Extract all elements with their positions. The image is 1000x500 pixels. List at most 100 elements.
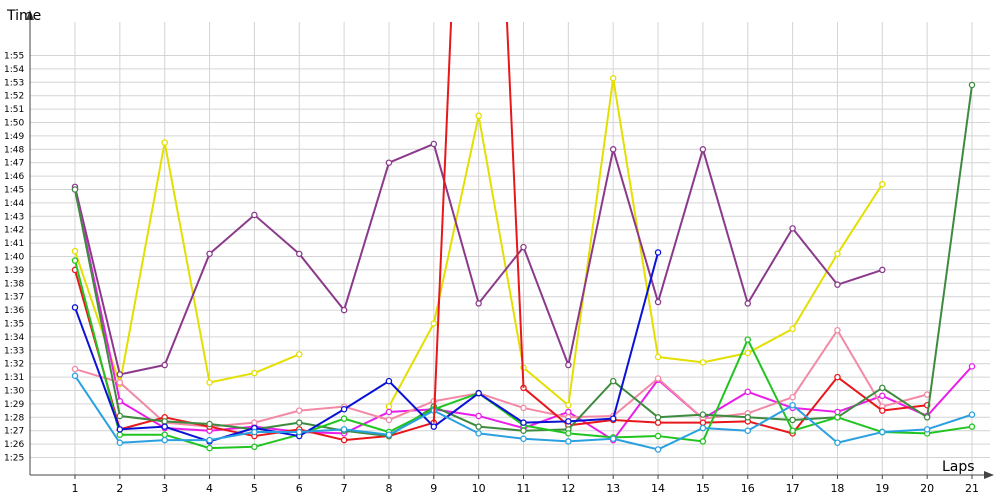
x-tick-label: 13 [606,482,620,495]
red-spike-line [432,22,525,423]
data-point [340,426,348,433]
data-point [923,426,931,433]
data-point [699,419,707,426]
y-tick-label: 1:34 [4,333,24,343]
series-line [388,77,884,408]
y-tick-label: 1:46 [4,172,24,182]
series-line [74,252,660,443]
x-tick-label: 3 [161,482,168,495]
data-point [879,407,886,414]
data-point [520,404,527,412]
data-point [834,250,841,258]
y-tick-label: 1:26 [4,440,24,450]
data-point [609,146,617,153]
data-point [789,416,796,424]
data-point [430,140,438,148]
y-tick-label: 1:49 [4,132,24,142]
y-tick-label: 1:47 [4,159,24,169]
y-tick-label: 1:45 [4,186,24,196]
data-point [699,424,707,432]
data-point [161,431,168,438]
data-point [385,377,393,385]
data-point [609,435,617,442]
data-point [744,414,752,421]
data-point [565,408,572,416]
data-point [251,369,258,377]
data-point [206,444,213,452]
data-point [71,247,79,255]
x-tick-label: 18 [830,482,844,495]
x-tick-label: 6 [296,482,303,495]
data-point [609,75,617,82]
data-point [968,423,976,430]
y-tick-label: 1:31 [4,373,24,383]
x-tick-label: 5 [251,482,258,495]
data-point [116,379,124,386]
data-point [654,432,662,440]
x-tick-label: 4 [206,482,213,495]
data-point [340,436,348,444]
data-point [834,439,841,447]
data-point [609,377,617,385]
data-point [789,401,796,409]
data-point [251,419,258,426]
y-tick-label: 1:28 [4,413,24,423]
data-point [879,384,886,392]
x-tick-label: 14 [651,482,665,495]
data-point [565,418,572,425]
data-point [834,408,841,416]
y-axis-ticks: 1:25 1:26 1:27 1:28 1:29 1:30 1:31 1:32 1:33 1:34… [4,52,24,464]
data-point [654,249,662,256]
y-tick-label: 1:44 [4,199,24,209]
data-point [161,418,168,425]
y-axis-arrow [26,10,34,20]
data-point [116,412,124,420]
data-point [968,363,976,370]
data-point [475,300,482,307]
y-tick-label: 1:51 [4,105,24,115]
y-tick-label: 1:55 [4,52,24,62]
x-tick-label: 16 [741,482,755,495]
data-point [385,159,393,166]
data-point [699,411,707,418]
data-point [295,428,303,436]
data-point [968,81,976,89]
data-point [295,407,303,414]
data-point [206,420,213,428]
data-point [161,423,168,430]
data-point [923,414,931,421]
data-point [475,423,482,430]
data-point [340,306,348,314]
x-tick-label: 11 [517,482,531,495]
data-point [71,257,79,264]
y-tick-label: 1:52 [4,92,24,102]
data-point [430,320,438,327]
y-tick-label: 1:41 [4,239,24,249]
data-point [116,426,124,433]
data-point [565,430,572,437]
series-4 [71,326,931,430]
x-tick-label: 8 [385,482,392,495]
x-tick-label: 10 [472,482,486,495]
data-point [654,419,662,426]
data-point [251,211,258,219]
x-axis-ticks: 1 2 3 4 5 6 7 8 9 10 11 12 13 14 15 16 17 18 19 20 21 [72,482,980,495]
data-point [340,406,348,413]
y-tick-label: 1:36 [4,306,24,316]
data-point [206,250,213,258]
y-axis-label: Time [6,8,41,24]
series [71,22,976,453]
axes [26,10,994,479]
data-point [654,375,662,382]
data-point [475,112,482,120]
data-point [789,393,796,401]
data-point [520,243,527,251]
data-point [475,389,482,397]
x-tick-label: 9 [430,482,437,495]
data-point [385,416,393,424]
data-point [879,428,886,436]
series-8 [71,249,662,445]
y-tick-label: 1:42 [4,226,24,236]
data-point [879,392,886,400]
